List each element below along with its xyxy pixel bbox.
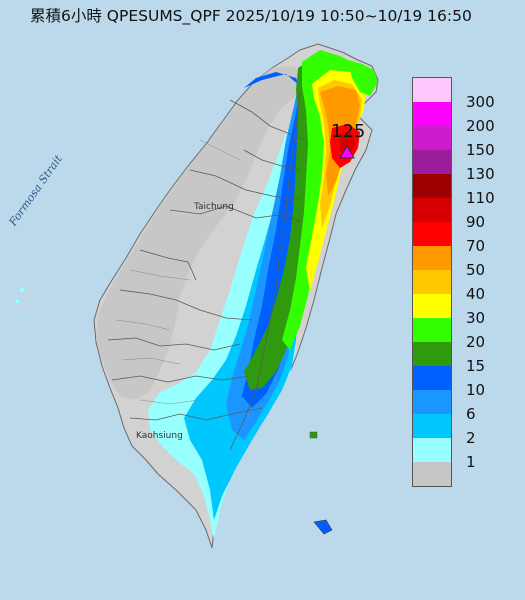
legend-label: 30 — [466, 309, 486, 327]
legend-swatch — [413, 174, 451, 198]
legend-swatch — [413, 318, 451, 342]
legend-label: 50 — [466, 261, 486, 279]
area-90mm — [340, 132, 356, 156]
legend-swatch — [413, 78, 451, 102]
legend-swatch — [413, 246, 451, 270]
peak-value-label: 125 — [331, 121, 366, 142]
legend-label: 40 — [466, 285, 486, 303]
area-10mm — [242, 72, 306, 408]
legend-swatch — [413, 462, 451, 486]
orchid-island — [313, 519, 333, 535]
legend-label: 2 — [466, 429, 476, 447]
legend-swatch — [413, 438, 451, 462]
legend-label: 20 — [466, 333, 486, 351]
legend-swatch — [413, 294, 451, 318]
legend-swatch — [413, 126, 451, 150]
legend-swatch — [413, 366, 451, 390]
legend-label: 1 — [466, 453, 476, 471]
legend-swatch — [413, 414, 451, 438]
county-boundaries — [107, 91, 305, 451]
penghu-islands — [16, 288, 29, 307]
legend-swatch — [413, 270, 451, 294]
legend-label: 15 — [466, 357, 486, 375]
legend-label: 300 — [466, 93, 495, 111]
rivers — [115, 139, 241, 405]
legend-swatch — [413, 222, 451, 246]
city-label-taichung: Taichung — [194, 202, 234, 212]
map-title: 累積6小時 QPESUMS_QPF 2025/10/19 10:50~10/19… — [30, 7, 472, 25]
legend-swatch — [413, 198, 451, 222]
area-north-cape — [348, 60, 378, 96]
legend-label: 70 — [466, 237, 486, 255]
legend-swatch — [413, 390, 451, 414]
peak-triangle-icon — [339, 145, 355, 159]
legend-label: 110 — [466, 189, 495, 207]
legend-label: 130 — [466, 165, 495, 183]
legend-swatch — [413, 150, 451, 174]
city-label-kaohsiung: Kaohsiung — [136, 431, 183, 441]
legend-label: 6 — [466, 405, 476, 423]
legend-label: 90 — [466, 213, 486, 231]
legend-label: 10 — [466, 381, 486, 399]
area-below-1mm — [96, 66, 300, 400]
legend-label: 200 — [466, 117, 495, 135]
color-legend — [412, 77, 452, 487]
legend-swatch — [413, 342, 451, 366]
green-island — [309, 431, 318, 439]
legend-label: 150 — [466, 141, 495, 159]
legend-swatch — [413, 102, 451, 126]
